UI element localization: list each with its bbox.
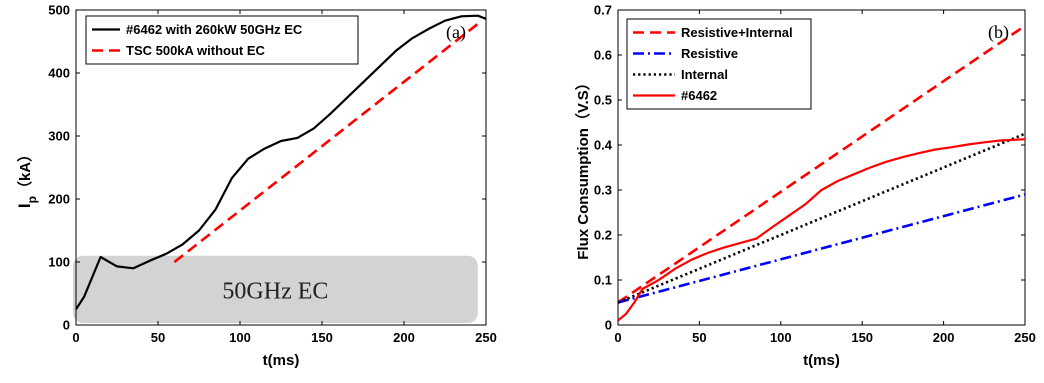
y-tick-label: 0.2 [594, 228, 612, 243]
x-tick-label: 200 [393, 330, 415, 345]
y-tick-label: 400 [48, 66, 70, 81]
y-tick-label: 500 [48, 3, 70, 18]
y-axis-label-main: I [15, 203, 34, 208]
x-tick-label: 50 [151, 330, 165, 345]
legend-entry-1: Resistive [681, 46, 738, 61]
legend: Resistive+Internal Resistive Internal #6462 [626, 18, 812, 110]
x-tick-label: 100 [229, 330, 251, 345]
y-tick-label: 200 [48, 192, 70, 207]
legend-box [85, 15, 359, 65]
x-tick-label: 150 [311, 330, 333, 345]
panel-label: (a) [446, 22, 466, 43]
y-axis-label-unit: （kA） [16, 147, 34, 196]
chart-a: 50GHz EC 0 50 100 150 200 250 0 100 200 300 400 500 t… [15, 3, 497, 370]
shaded-region-label: 50GHz EC [222, 278, 328, 304]
x-tick-label: 250 [475, 330, 497, 345]
y-tick-label: 0.3 [594, 183, 612, 198]
legend-entry-1: TSC 500kA without EC [126, 43, 266, 58]
x-tick-label: 150 [851, 330, 873, 345]
y-tick-label: 0.6 [594, 48, 612, 63]
legend-entry-3: #6462 [681, 88, 717, 103]
x-tick-label: 0 [72, 330, 79, 345]
series-line-1 [618, 193, 1025, 304]
x-tick-label: 100 [770, 330, 792, 345]
panel-label: (b) [988, 22, 1009, 43]
x-axis-label: t(ms) [263, 352, 300, 369]
legend-entry-2: Internal [681, 67, 728, 82]
x-tick-label: 50 [692, 330, 706, 345]
y-tick-label: 0 [63, 318, 70, 333]
y-axis-label: Flux Consumption（V.S） [574, 75, 592, 259]
legend-entry-0: Resistive+Internal [681, 25, 793, 40]
legend-box [626, 18, 812, 110]
shaded-region [73, 255, 478, 323]
legend: #6462 with 260kW 50GHz EC TSC 500kA witho… [85, 15, 359, 65]
y-tick-label: 0.5 [594, 93, 612, 108]
y-tick-label: 100 [48, 255, 70, 270]
series-line-2 [618, 132, 1025, 304]
x-axis-label: t(ms) [803, 352, 840, 369]
y-tick-label: 0.1 [594, 273, 612, 288]
axes-box [75, 9, 487, 326]
y-tick-label: 0.4 [594, 138, 613, 153]
y-axis-label: Ip（kA） [15, 147, 39, 208]
y-tick-label: 0.7 [594, 3, 612, 18]
series-line-0 [76, 14, 486, 310]
x-tick-label: 200 [933, 330, 955, 345]
legend-entry-0: #6462 with 260kW 50GHz EC [126, 22, 303, 37]
y-tick-label: 0 [605, 318, 612, 333]
y-axis-label-sub: p [25, 196, 39, 203]
series-line-1 [173, 22, 479, 264]
x-tick-label: 0 [614, 330, 621, 345]
series-line-3 [618, 138, 1025, 322]
series-line-0 [618, 24, 1025, 304]
x-tick-label: 250 [1014, 330, 1036, 345]
axes-box [617, 9, 1026, 326]
y-tick-label: 300 [48, 129, 70, 144]
chart-b: 0 50 100 150 200 250 0 0.1 0.2 0.3 0.4 0.5 0.6 0.7 t(m… [574, 3, 1036, 370]
